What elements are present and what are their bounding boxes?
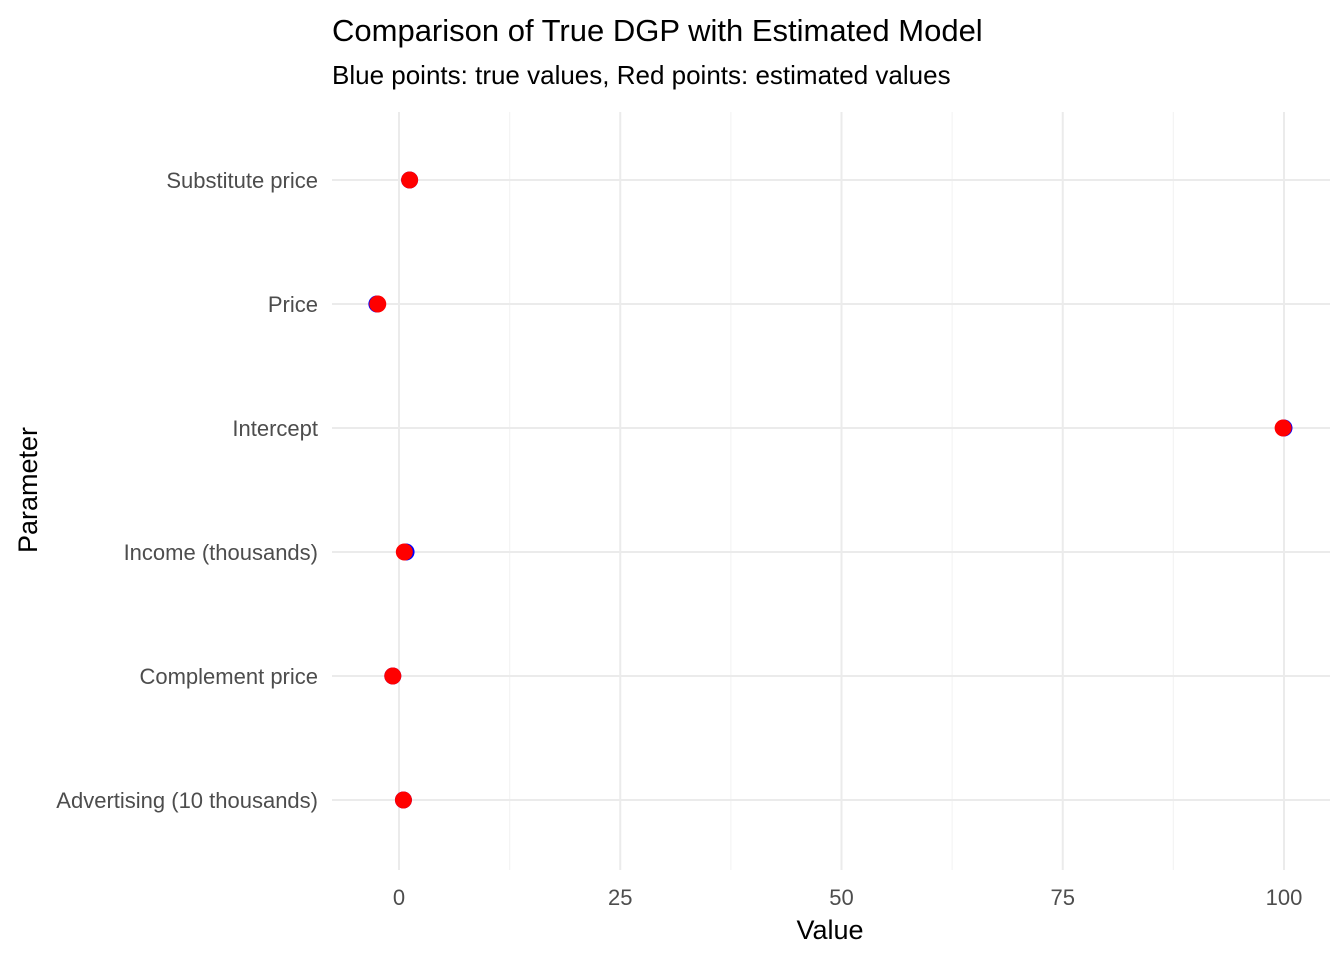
- x-axis-tick-labels: 0 25 50 75 100: [393, 885, 1302, 910]
- chart-title: Comparison of True DGP with Estimated Mo…: [332, 13, 983, 48]
- estimated-value-point: [369, 295, 387, 313]
- y-tick-label: Complement price: [139, 664, 318, 689]
- x-tick-label: 50: [829, 885, 853, 910]
- x-tick-label: 25: [608, 885, 632, 910]
- y-tick-label: Intercept: [232, 416, 318, 441]
- y-tick-label: Advertising (10 thousands): [56, 788, 318, 813]
- chart-subtitle: Blue points: true values, Red points: es…: [332, 60, 951, 90]
- x-tick-label: 0: [393, 885, 405, 910]
- y-tick-label: Price: [268, 292, 318, 317]
- y-tick-label: Income (thousands): [124, 540, 318, 565]
- estimated-value-point: [394, 791, 412, 809]
- x-tick-label: 100: [1266, 885, 1303, 910]
- estimated-value-point: [1274, 419, 1292, 437]
- y-tick-label: Substitute price: [166, 168, 318, 193]
- estimated-value-point: [384, 667, 402, 685]
- y-axis-tick-labels: Substitute price Price Intercept Income (th…: [56, 168, 318, 813]
- estimated-value-point: [401, 171, 419, 189]
- x-tick-label: 75: [1051, 885, 1075, 910]
- estimated-value-point: [395, 543, 413, 561]
- x-axis-title: Value: [796, 915, 863, 945]
- plot-grid: [332, 112, 1330, 870]
- plot-points: [368, 171, 1293, 809]
- y-axis-title: Parameter: [13, 427, 43, 553]
